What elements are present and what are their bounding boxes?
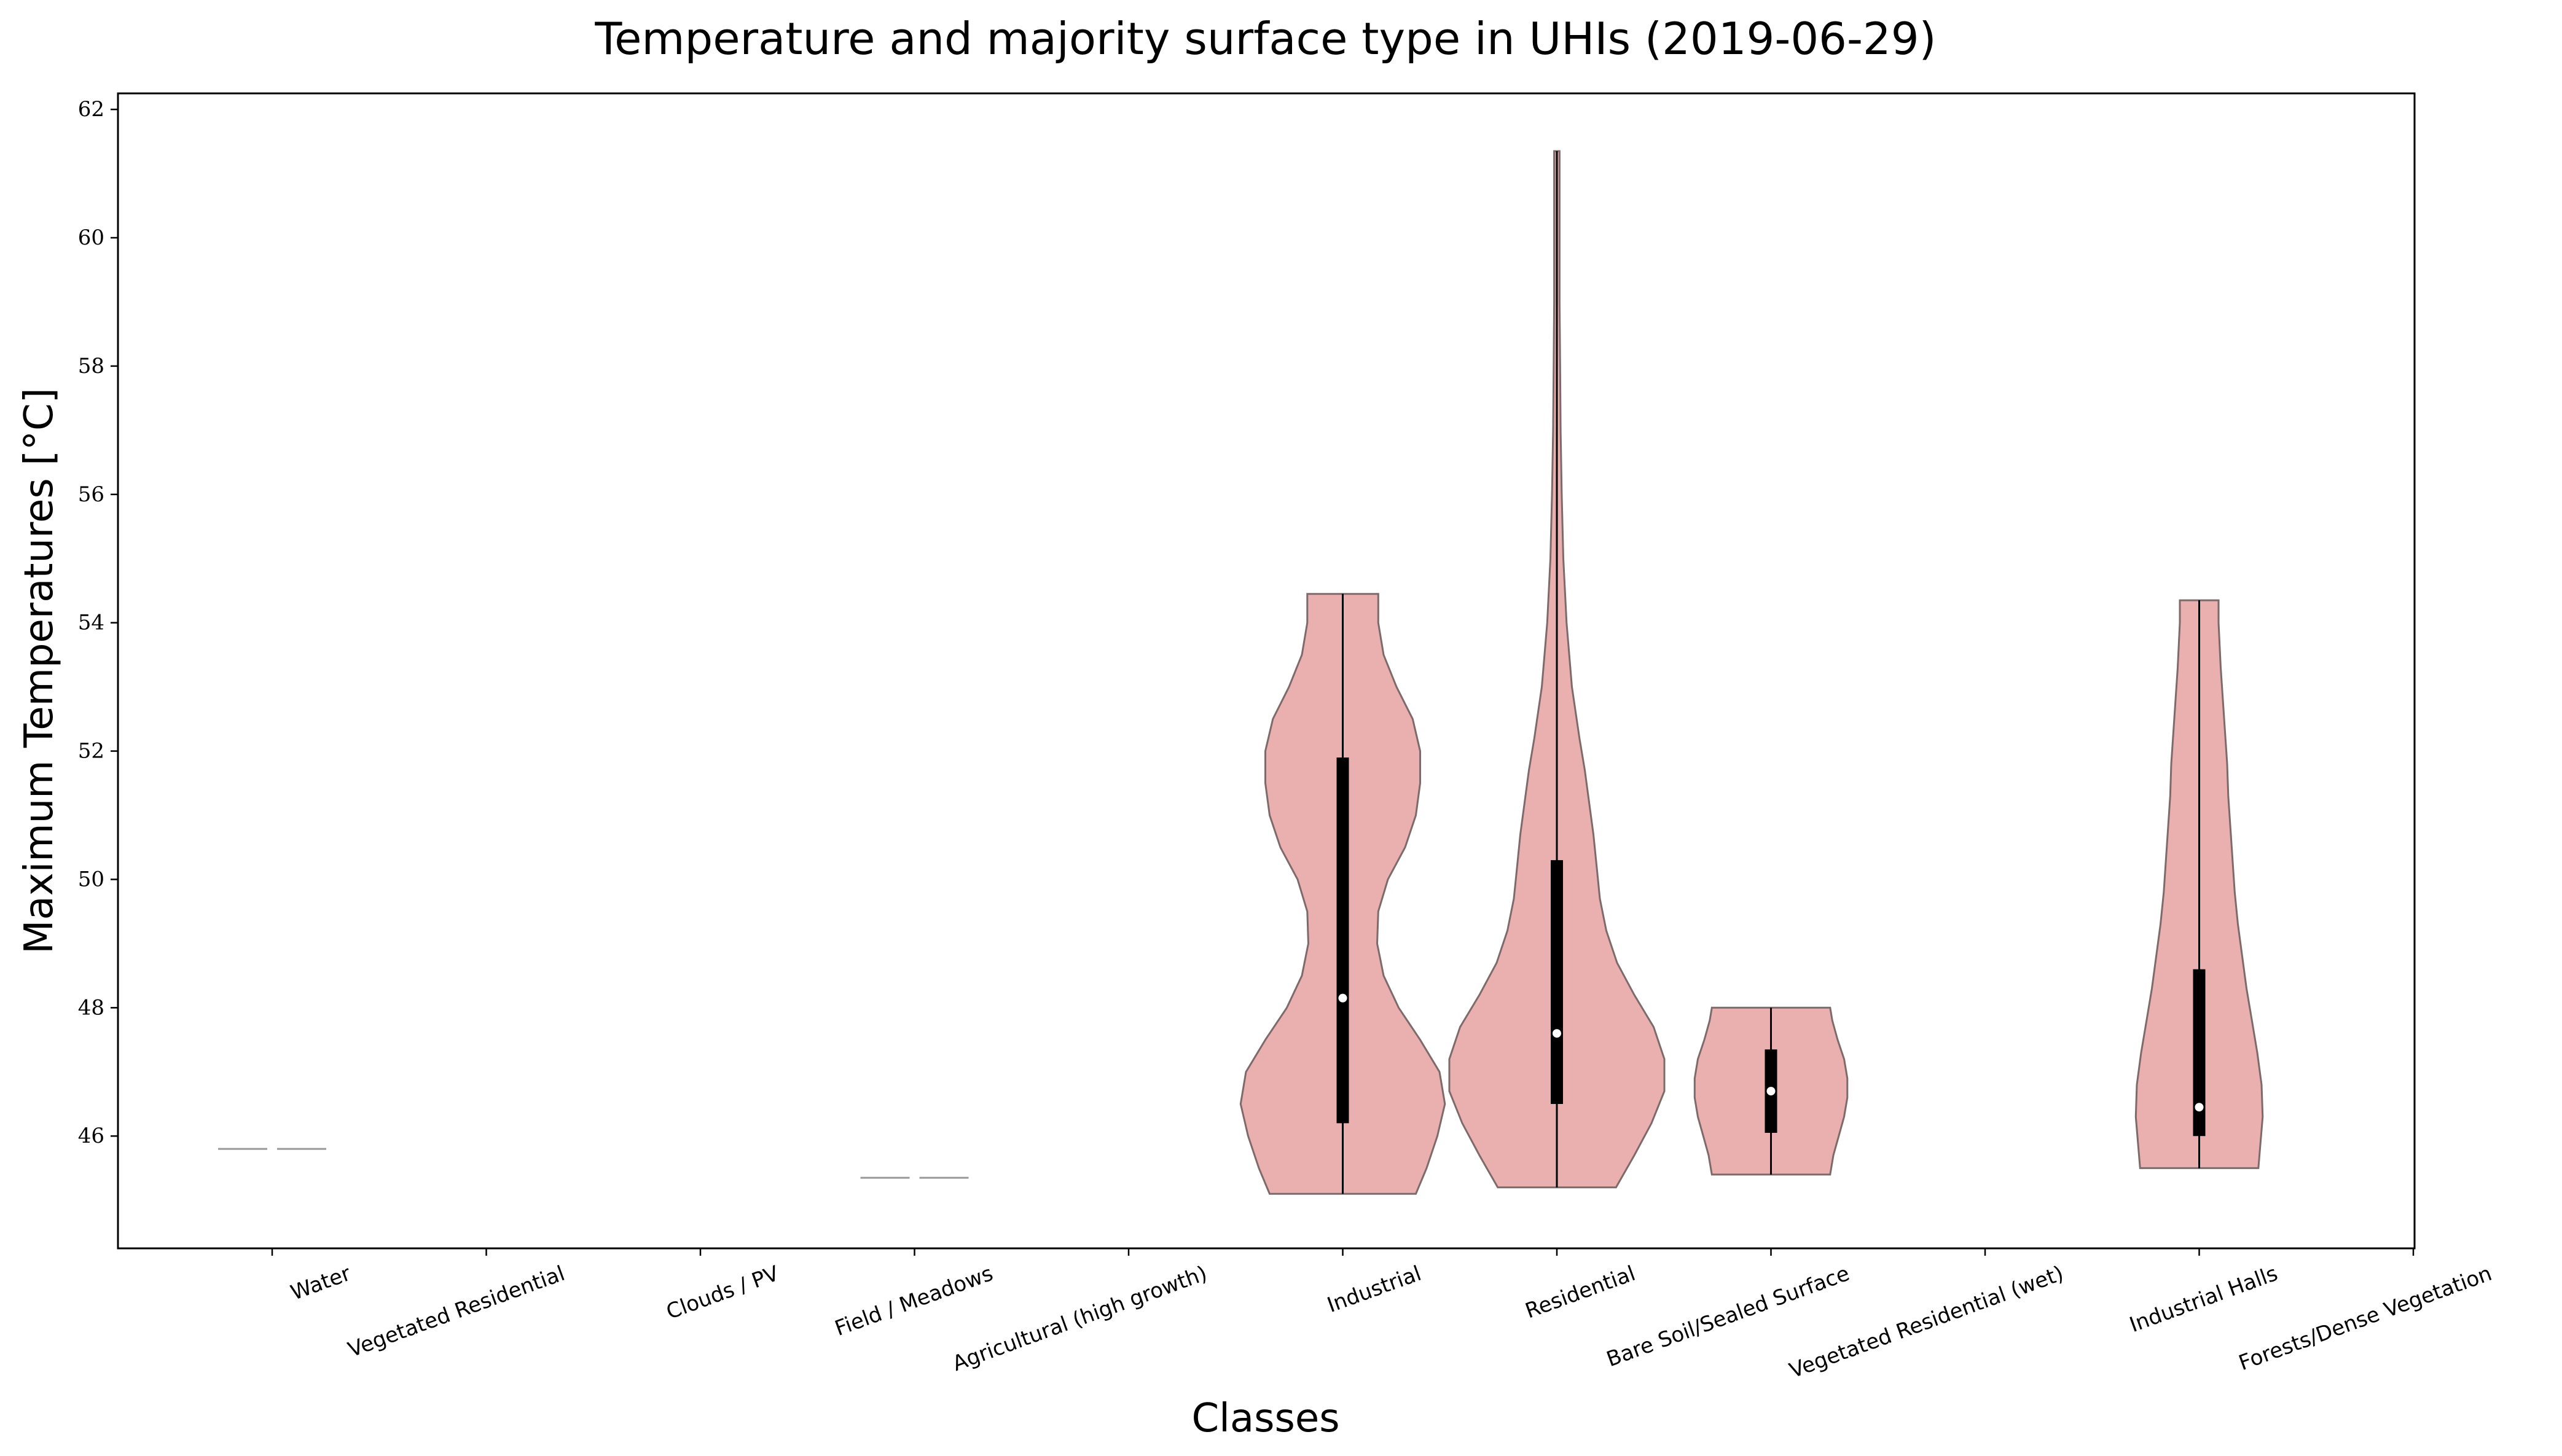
chart-title: Temperature and majority surface type in…	[594, 13, 1936, 65]
violin-median-dot	[1338, 993, 1347, 1003]
x-tick-label: Field / Meadows	[832, 1261, 997, 1341]
violin-7	[1693, 1006, 1849, 1176]
y-tick-label: 52	[78, 739, 104, 764]
violin-median-dot	[1553, 1029, 1561, 1038]
violin-iqr-box	[2193, 969, 2206, 1137]
y-tick-label: 48	[78, 995, 104, 1020]
x-tick-label: Residential	[1522, 1261, 1639, 1324]
y-tick-label: 54	[78, 611, 104, 635]
violin-6	[1448, 150, 1666, 1189]
y-tick-label: 50	[78, 867, 104, 891]
y-tick-label: 56	[78, 482, 104, 507]
y-tick-label: 58	[78, 354, 104, 378]
plot-frame	[117, 92, 2416, 1250]
y-tick-label: 62	[78, 97, 104, 122]
violin-median-dot	[1766, 1087, 1776, 1096]
x-tick-label: Clouds / PV	[663, 1261, 782, 1325]
y-tick-label: 60	[78, 225, 104, 250]
x-tick-label: Water	[288, 1261, 354, 1305]
x-axis-label: Classes	[1191, 1396, 1339, 1441]
x-tick-label: Vegetated Residential	[345, 1261, 568, 1363]
x-tick-label: Industrial	[1324, 1261, 1425, 1318]
violins-layer	[218, 150, 2264, 1195]
violin-iqr-box	[1551, 860, 1563, 1104]
y-axis-label: Maximum Temperatures [°C]	[17, 388, 62, 953]
y-axis: 46 48 50 52 54 56 58 60 62	[78, 97, 118, 1148]
violin-iqr-box	[1336, 757, 1349, 1124]
x-tick-label: Industrial Halls	[2126, 1261, 2281, 1337]
violin-median-dot	[2195, 1103, 2204, 1112]
y-tick-label: 46	[78, 1124, 104, 1148]
violin-5	[1239, 593, 1446, 1195]
violin-9	[2134, 599, 2264, 1169]
